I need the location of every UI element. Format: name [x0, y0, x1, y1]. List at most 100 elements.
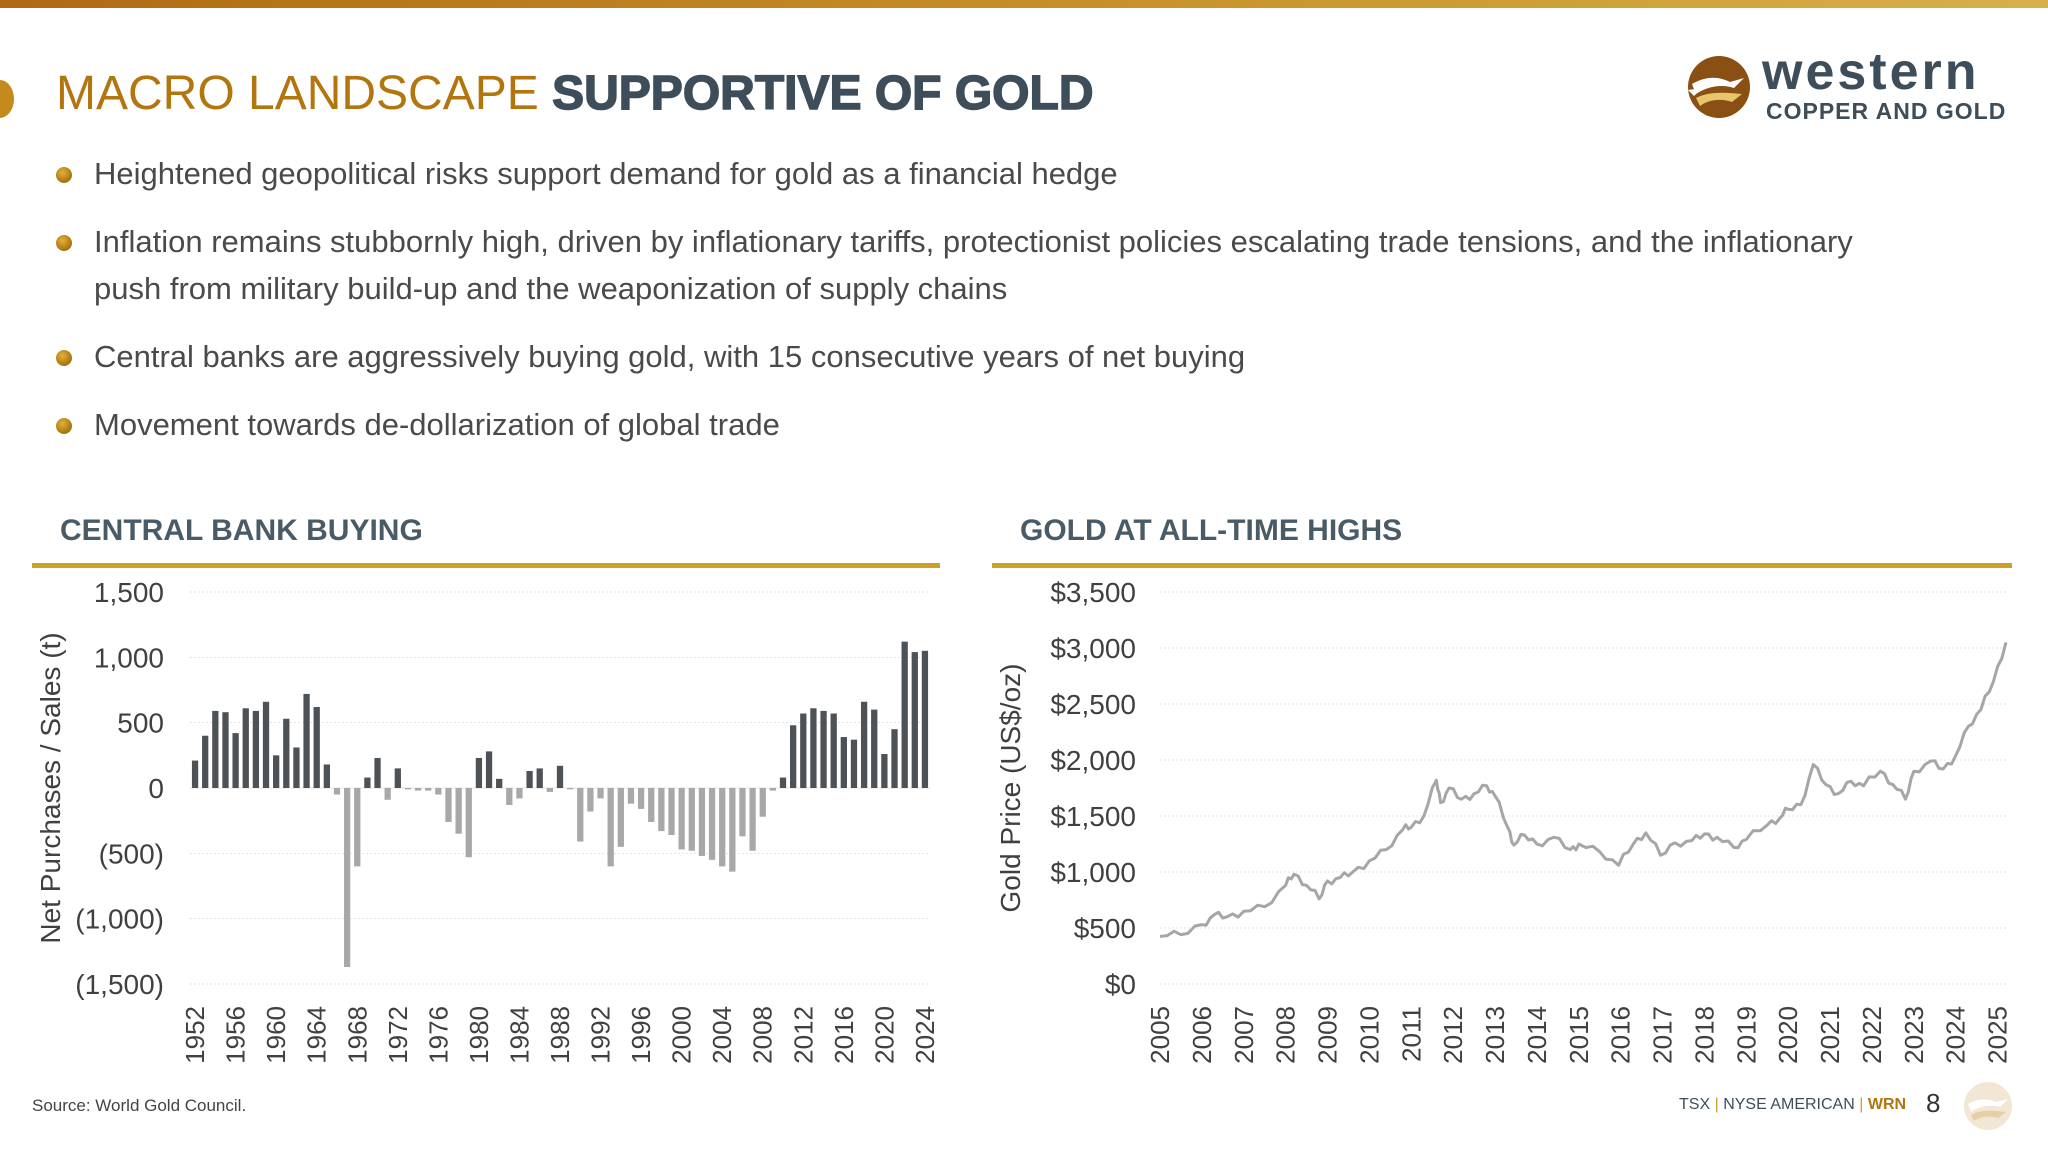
x-tick-label: 2012 [788, 1006, 818, 1064]
y-tick-label: $1,500 [1050, 801, 1136, 832]
bar-1953 [202, 735, 209, 788]
bar-1989 [566, 788, 574, 790]
bar-2007 [749, 788, 756, 851]
bar-1973 [404, 788, 412, 790]
y-axis-label: Net Purchases / Sales (t) [35, 632, 66, 943]
x-tick-label: 2023 [1899, 1006, 1929, 1064]
bar-1981 [485, 751, 493, 788]
x-tick-label: 1952 [180, 1006, 210, 1064]
bar-1986 [536, 768, 543, 788]
y-tick-label: (1,500) [75, 969, 164, 1000]
bar-1992 [597, 788, 604, 799]
ticker-symbol: WRN [1867, 1096, 1907, 1113]
x-tick-label: 2017 [1648, 1006, 1678, 1064]
footer-separator: | [1714, 1096, 1719, 1113]
bullet-item: Inflation remains stubbornly high, drive… [56, 218, 1956, 312]
y-tick-label: $1,000 [1050, 857, 1136, 888]
bar-1991 [587, 788, 594, 812]
bar-1994 [617, 788, 624, 847]
bullet-dot-icon [56, 235, 72, 251]
bar-2019 [871, 709, 878, 788]
footer-separator: | [1859, 1096, 1864, 1113]
x-tick-label: 2013 [1480, 1006, 1510, 1064]
bar-1960 [273, 755, 280, 788]
x-tick-label: 2011 [1396, 1006, 1426, 1062]
bullet-item: Movement towards de-dollarization of glo… [56, 401, 1956, 448]
bar-1955 [222, 712, 229, 788]
bar-1982 [496, 778, 503, 788]
bar-1952 [191, 760, 199, 788]
x-tick-label: 2005 [1145, 1006, 1175, 1064]
bullet-item: Heightened geopolitical risks support de… [56, 150, 1956, 197]
bar-1966 [333, 788, 341, 795]
line-chart-divider [992, 563, 2012, 568]
bar-chart-divider [32, 563, 940, 568]
bullet-text: Inflation remains stubbornly high, drive… [94, 224, 1853, 306]
bar-1988 [556, 765, 564, 788]
bar-1961 [283, 718, 290, 788]
bar-1972 [394, 768, 401, 788]
company-logo: western COPPER AND GOLD [1686, 43, 2016, 126]
x-tick-label: 1956 [221, 1006, 251, 1064]
gold-price-line-chart: $3,500 $3,000 $2,500 $2,000 $1,500 $1,000 $500… [995, 577, 2013, 1064]
x-tick-label: 1980 [464, 1006, 494, 1064]
bar-1958 [252, 710, 260, 788]
page-number: 8 [1926, 1088, 1941, 1118]
x-tick-label: 2015 [1564, 1006, 1594, 1064]
x-tick-label: 2007 [1229, 1006, 1259, 1064]
bar-2011 [790, 725, 797, 788]
footer-exchanges: TSX | NYSE AMERICAN | WRN [1679, 1096, 1906, 1114]
x-tick-label: 1972 [383, 1006, 413, 1064]
bar-1969 [364, 777, 371, 788]
y-tick-label: $3,000 [1050, 633, 1136, 664]
bar-1993 [607, 788, 614, 867]
x-tick-label: 1984 [505, 1006, 535, 1064]
bar-2021 [891, 729, 898, 788]
bar-1967 [343, 788, 351, 968]
page-title-part1: MACRO LANDSCAPE [56, 67, 553, 120]
x-tick-label: 1988 [545, 1006, 575, 1064]
bar-2024 [921, 650, 929, 788]
bullet-text: Heightened geopolitical risks support de… [94, 156, 1118, 191]
bullet-text: Movement towards de-dollarization of glo… [94, 407, 780, 442]
bullet-text: Central banks are aggressively buying go… [94, 339, 1246, 374]
bar-1954 [212, 710, 219, 788]
bar-2016 [840, 737, 847, 788]
bullet-dot-icon [56, 167, 72, 183]
x-tick-label: 2020 [869, 1006, 899, 1064]
x-tick-label: 1968 [342, 1006, 372, 1064]
x-tick-label: 2000 [667, 1006, 697, 1064]
y-tick-label: 500 [117, 708, 164, 739]
x-tick-label: 2009 [1313, 1006, 1343, 1064]
bar-2008 [759, 788, 766, 817]
bar-2022 [901, 641, 908, 788]
x-tick-label: 1992 [586, 1006, 616, 1064]
bar-1983 [506, 788, 513, 805]
x-tick-label: 2022 [1857, 1006, 1887, 1064]
x-tick-label: 2008 [748, 1006, 778, 1064]
edge-accent-dot [0, 80, 14, 118]
bar-1987 [546, 788, 553, 792]
bar-1956 [232, 733, 239, 788]
x-tick-label: 1964 [302, 1006, 332, 1064]
bar-1964 [313, 706, 320, 788]
bar-1999 [668, 788, 675, 836]
bar-1985 [526, 771, 533, 788]
bar-1963 [303, 693, 310, 788]
bar-1962 [293, 747, 300, 788]
bar-2012 [800, 713, 807, 788]
bar-chart-title: CENTRAL BANK BUYING [60, 514, 423, 547]
x-tick-label: 2024 [910, 1006, 940, 1064]
page-title: MACRO LANDSCAPE SUPPORTIVE OF GOLD [56, 66, 1094, 121]
bar-2017 [850, 739, 858, 788]
bar-2018 [860, 701, 868, 788]
bar-1977 [445, 788, 452, 822]
bar-1997 [648, 788, 655, 822]
bar-2001 [688, 788, 695, 851]
logo-wordmark: western [1762, 43, 1980, 101]
y-tick-label: $2,500 [1050, 689, 1136, 720]
bar-2023 [911, 652, 918, 788]
x-tick-label: 1996 [626, 1006, 656, 1064]
bar-2002 [698, 788, 706, 856]
y-tick-label: 0 [148, 773, 164, 804]
